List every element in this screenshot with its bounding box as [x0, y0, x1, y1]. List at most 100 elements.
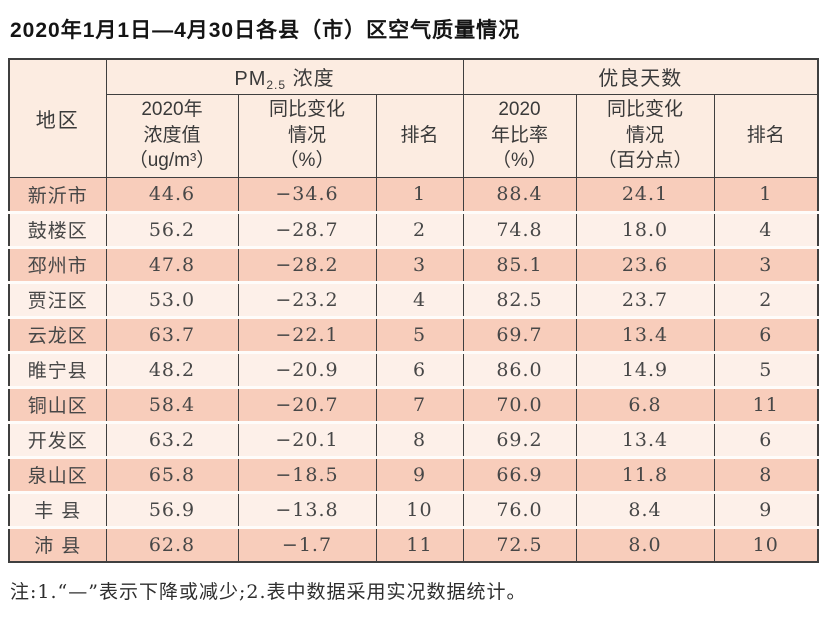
column-header-good-rank: 排名	[713, 93, 819, 178]
pm-value-cell: 44.6	[105, 177, 239, 212]
pm-change-cell: −18.5	[237, 455, 377, 492]
table-row: 开发区 63.2 −20.1 8 69.2 13.4 6	[8, 420, 819, 457]
rank-cell: 3	[713, 245, 819, 282]
pm-change-cell: −20.1	[237, 420, 377, 457]
pm-change-cell: −34.6	[237, 177, 377, 212]
ratio-change-cell: 13.4	[575, 315, 715, 352]
ratio-change-cell: 11.8	[575, 455, 715, 492]
table-row: 沛 县 62.8 −1.7 11 72.5 8.0 10	[8, 525, 819, 562]
pm-change-cell: −23.2	[237, 280, 377, 317]
region-cell: 鼓楼区	[8, 210, 107, 247]
ratio-cell: 74.8	[462, 210, 577, 247]
ratio-cell: 82.5	[462, 280, 577, 317]
pm-value-cell: 48.2	[105, 350, 239, 387]
ratio-change-cell: 14.9	[575, 350, 715, 387]
pm-rank-cell: 6	[375, 350, 464, 387]
table-row: 铜山区 58.4 −20.7 7 70.0 6.8 11	[8, 385, 819, 422]
table-row: 贾汪区 53.0 −23.2 4 82.5 23.7 2	[8, 280, 819, 317]
table-body: 新沂市 44.6 −34.6 1 88.4 24.1 1 鼓楼区 56.2 −28.7 2 74.8 1…	[8, 177, 819, 562]
ratio-change-cell: 23.7	[575, 280, 715, 317]
table-row: 云龙区 63.7 −22.1 5 69.7 13.4 6	[8, 315, 819, 352]
pm-rank-cell: 11	[375, 525, 464, 562]
ratio-cell: 86.0	[462, 350, 577, 387]
pm-value-cell: 58.4	[105, 385, 239, 422]
region-cell: 沛 县	[8, 525, 107, 562]
table-row: 新沂市 44.6 −34.6 1 88.4 24.1 1	[8, 177, 819, 212]
rank-cell: 2	[713, 280, 819, 317]
pm-rank-cell: 2	[375, 210, 464, 247]
pm-change-cell: −13.8	[237, 490, 377, 527]
column-header-good-change: 同比变化 情况 （百分点）	[575, 93, 715, 178]
pm-rank-cell: 1	[375, 177, 464, 212]
pm25-label-subscript: 2.5	[266, 77, 287, 92]
pm-change-cell: −20.7	[237, 385, 377, 422]
header-group-row: 地区 PM2.5 浓度 优良天数	[8, 58, 819, 178]
ratio-cell: 70.0	[462, 385, 577, 422]
pm-value-cell: 63.2	[105, 420, 239, 457]
pm-rank-cell: 8	[375, 420, 464, 457]
rank-cell: 5	[713, 350, 819, 387]
pm-change-cell: −20.9	[237, 350, 377, 387]
rank-cell: 9	[713, 490, 819, 527]
ratio-change-cell: 8.0	[575, 525, 715, 562]
pm-rank-cell: 5	[375, 315, 464, 352]
pm-value-cell: 65.8	[105, 455, 239, 492]
column-header-region: 地区	[8, 58, 107, 178]
table-row: 鼓楼区 56.2 −28.7 2 74.8 18.0 4	[8, 210, 819, 247]
table-row: 邳州市 47.8 −28.2 3 85.1 23.6 3	[8, 245, 819, 282]
header-sub-row: 2020年 浓度值 （ug/m³） 同比变化 情况 （%） 排名 2020 年比…	[9, 93, 819, 178]
ratio-change-cell: 23.6	[575, 245, 715, 282]
ratio-cell: 69.2	[462, 420, 577, 457]
ratio-change-cell: 8.4	[575, 490, 715, 527]
table-header: 地区 PM2.5 浓度 优良天数 2020年 浓度值 （ug/m³） 同比变化 …	[8, 58, 819, 178]
column-header-good-ratio: 2020 年比率 （%）	[462, 93, 577, 178]
region-cell: 睢宁县	[8, 350, 107, 387]
ratio-cell: 85.1	[462, 245, 577, 282]
region-cell: 贾汪区	[8, 280, 107, 317]
footnote: 注:1.“—”表示下降或减少;2.表中数据采用实况数据统计。	[10, 581, 527, 603]
pm-value-cell: 62.8	[105, 525, 239, 562]
rank-cell: 10	[713, 525, 819, 562]
pm-value-cell: 47.8	[105, 245, 239, 282]
pm25-label-prefix: PM	[234, 67, 267, 90]
rank-cell: 6	[713, 420, 819, 457]
region-cell: 新沂市	[8, 177, 107, 212]
pm-rank-cell: 7	[375, 385, 464, 422]
pm-rank-cell: 3	[375, 245, 464, 282]
region-cell: 邳州市	[8, 245, 107, 282]
air-quality-table: 地区 PM2.5 浓度 优良天数 2020年 浓度值 （ug/m³） 同比变化 …	[8, 58, 819, 563]
page-title: 2020年1月1日—4月30日各县（市）区空气质量情况	[10, 19, 521, 42]
ratio-change-cell: 13.4	[575, 420, 715, 457]
column-header-pm-rank: 排名	[375, 93, 464, 178]
table-row: 睢宁县 48.2 −20.9 6 86.0 14.9 5	[8, 350, 819, 387]
ratio-cell: 76.0	[462, 490, 577, 527]
rank-cell: 8	[713, 455, 819, 492]
region-cell: 开发区	[8, 420, 107, 457]
column-group-good-days: 优良天数	[462, 58, 819, 95]
pm-change-cell: −1.7	[237, 525, 377, 562]
column-group-pm25: PM2.5 浓度	[105, 58, 464, 95]
table-row: 丰 县 56.9 −13.8 10 76.0 8.4 9	[8, 490, 819, 527]
column-header-pm-value: 2020年 浓度值 （ug/m³）	[105, 93, 239, 178]
region-cell: 铜山区	[8, 385, 107, 422]
region-cell: 丰 县	[8, 490, 107, 527]
pm-rank-cell: 9	[375, 455, 464, 492]
rank-cell: 1	[713, 177, 819, 212]
ratio-cell: 66.9	[462, 455, 577, 492]
pm-value-cell: 56.9	[105, 490, 239, 527]
ratio-change-cell: 24.1	[575, 177, 715, 212]
pm-rank-cell: 10	[375, 490, 464, 527]
column-header-pm-change: 同比变化 情况 （%）	[237, 93, 377, 178]
region-cell: 泉山区	[8, 455, 107, 492]
pm-rank-cell: 4	[375, 280, 464, 317]
ratio-cell: 69.7	[462, 315, 577, 352]
pm-value-cell: 53.0	[105, 280, 239, 317]
table-row: 泉山区 65.8 −18.5 9 66.9 11.8 8	[8, 455, 819, 492]
ratio-change-cell: 6.8	[575, 385, 715, 422]
pm-change-cell: −22.1	[237, 315, 377, 352]
pm-change-cell: −28.7	[237, 210, 377, 247]
ratio-cell: 88.4	[462, 177, 577, 212]
rank-cell: 4	[713, 210, 819, 247]
ratio-change-cell: 18.0	[575, 210, 715, 247]
ratio-cell: 72.5	[462, 525, 577, 562]
